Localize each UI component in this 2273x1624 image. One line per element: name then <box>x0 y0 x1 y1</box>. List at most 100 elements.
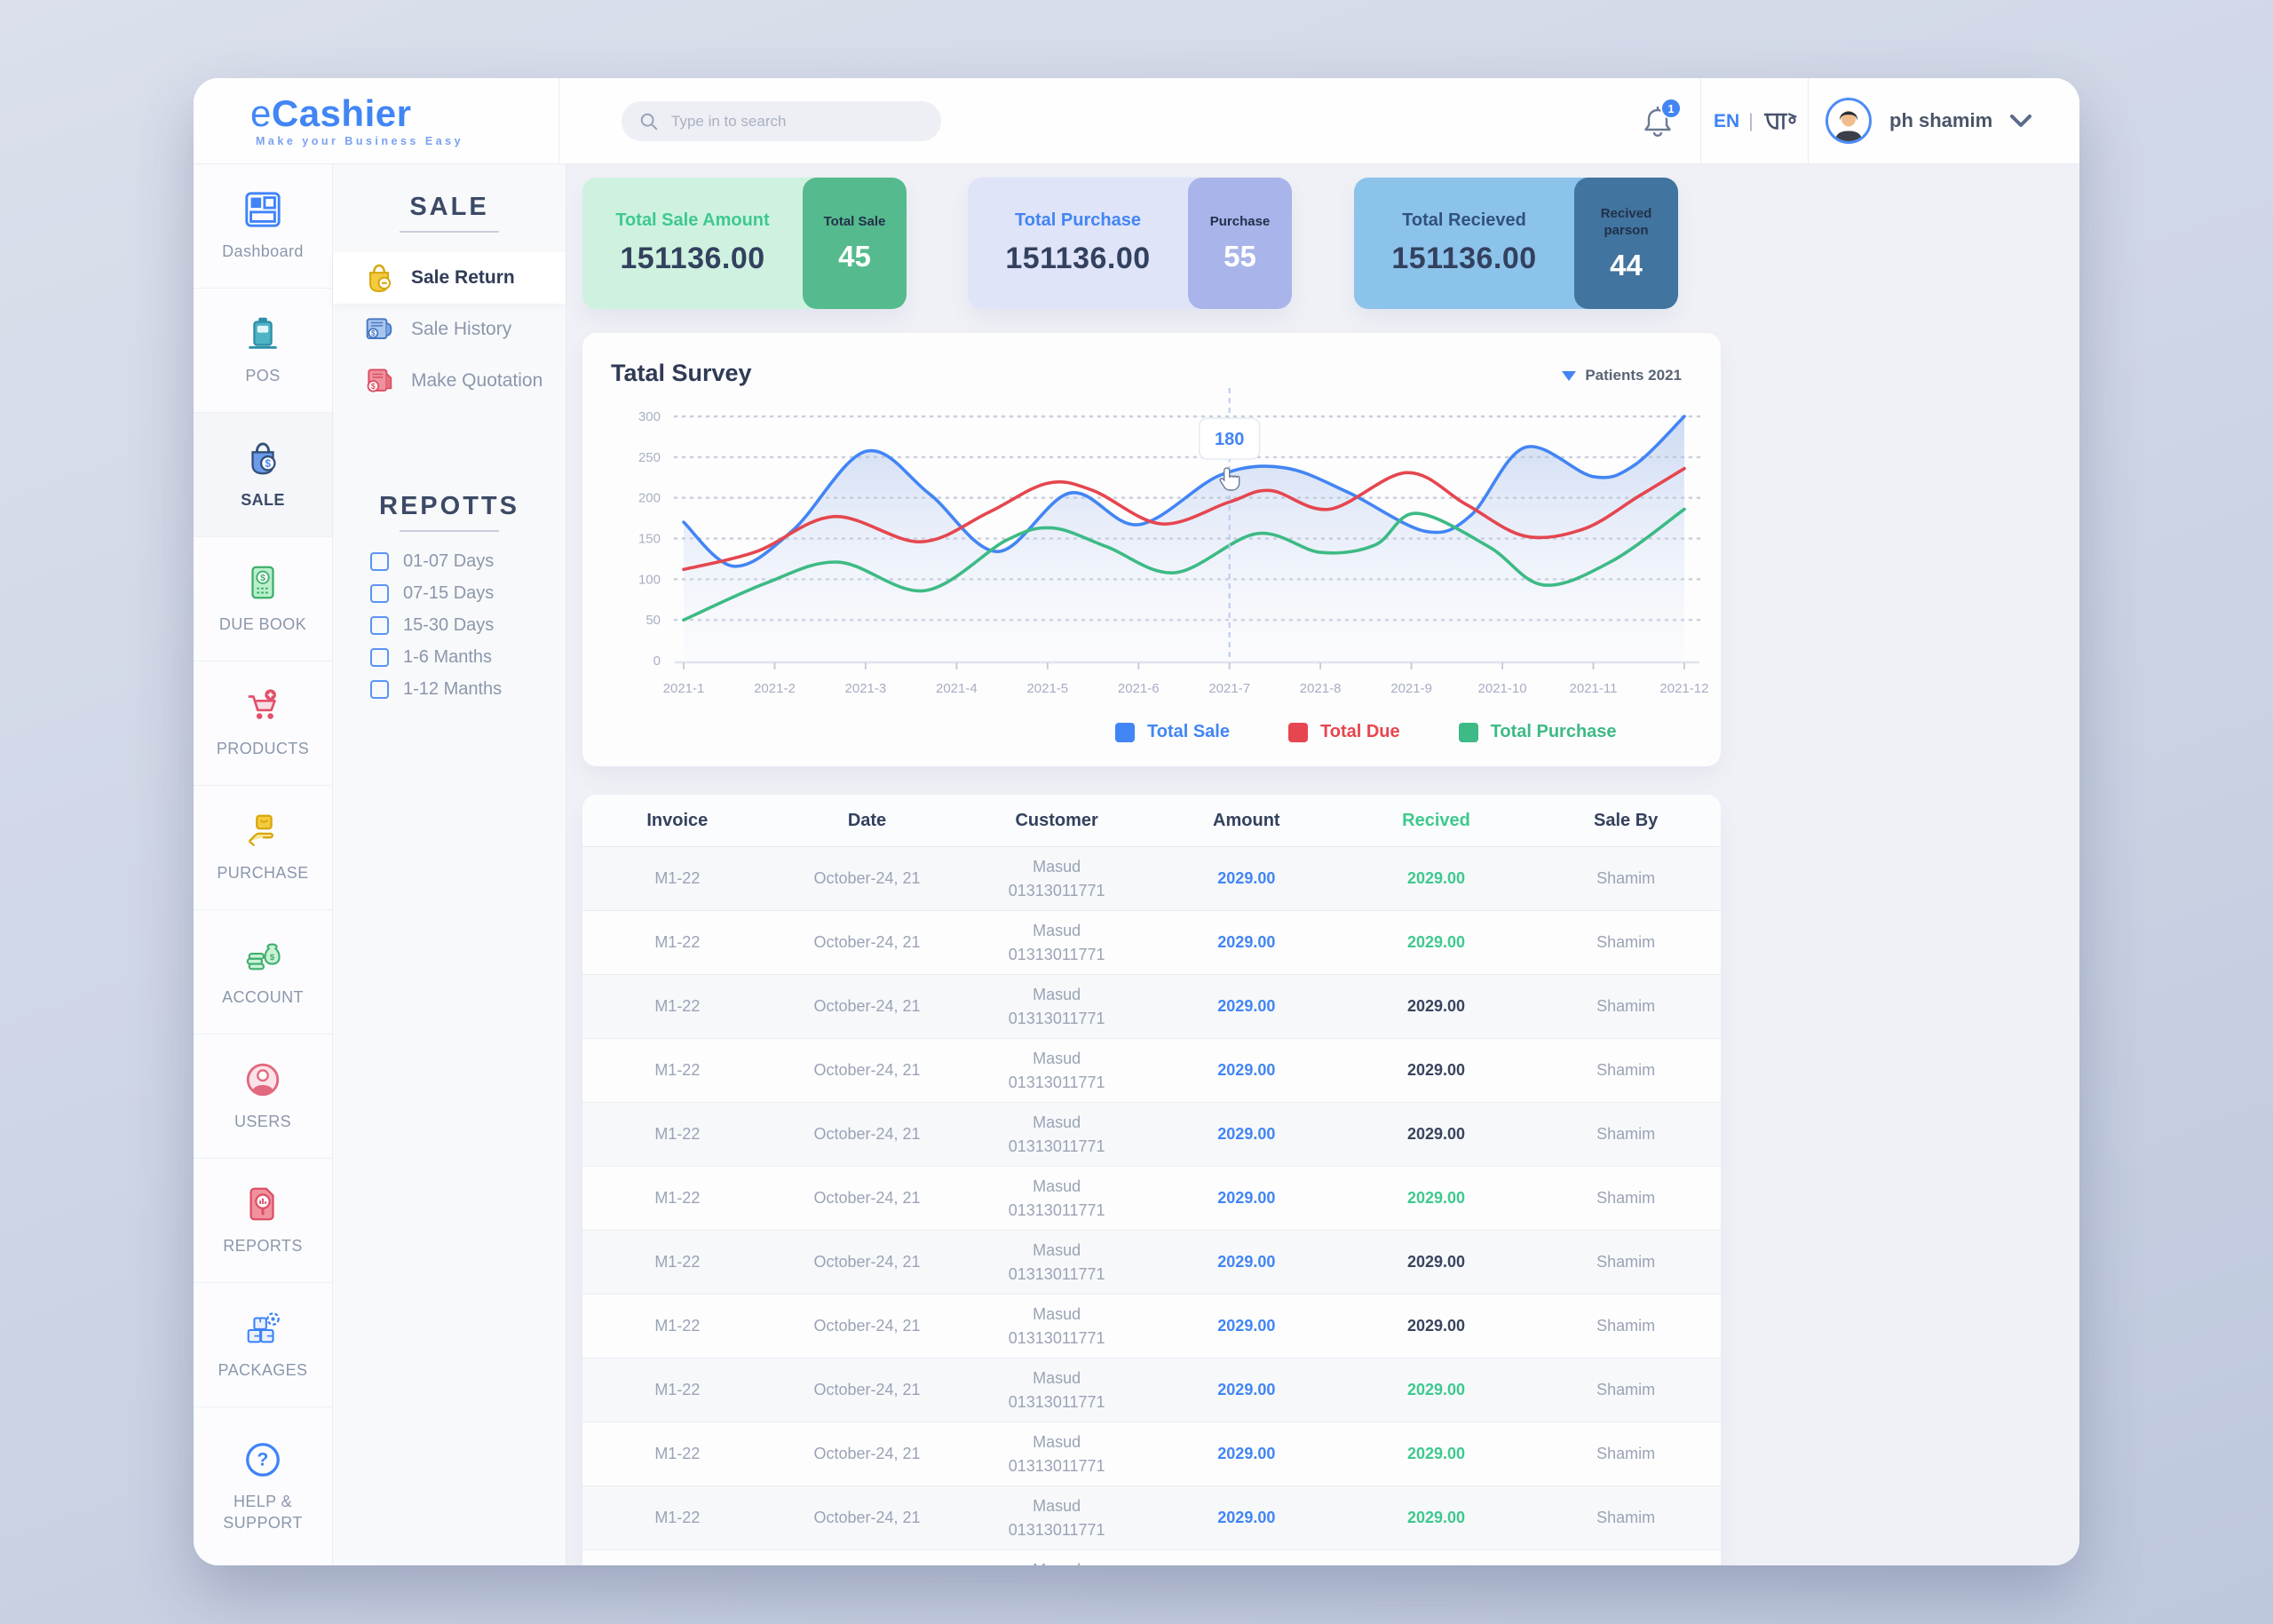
svg-text:2021-4: 2021-4 <box>936 681 978 696</box>
sub-item-sale-return[interactable]: Sale Return <box>333 252 566 304</box>
checkbox[interactable] <box>370 584 389 603</box>
stat-side-value: 55 <box>1224 239 1256 273</box>
svg-text:300: 300 <box>638 409 661 424</box>
cell-sale-by: Shamim <box>1596 933 1656 951</box>
cell-recived: 2029.00 <box>1406 1445 1466 1462</box>
checkbox[interactable] <box>370 648 389 667</box>
sidebar-item-dashboard[interactable]: Dashboard <box>194 164 332 289</box>
cell-date: October-24, 21 <box>813 997 921 1015</box>
sidebar-item-due-book[interactable]: $ DUE BOOK <box>194 537 332 661</box>
header: eCashier Make your Business Easy 1 EN | <box>194 78 2079 164</box>
filter-checkbox-row[interactable]: 15-30 Days <box>333 615 566 636</box>
header-divider <box>1808 78 1809 164</box>
filter-checkbox-row[interactable]: 01-07 Days <box>333 551 566 572</box>
sidebar-item-products[interactable]: PRODUCTS <box>194 661 332 786</box>
svg-text:2021-8: 2021-8 <box>1300 681 1342 696</box>
survey-line-chart[interactable]: 0 50 100 150 200 250 300 2021-1 2021-2 2021-3 2021… <box>582 333 1721 766</box>
sidebar-item-reports[interactable]: REPORTS <box>194 1159 332 1283</box>
filter-checkbox-row[interactable]: 1-6 Manths <box>333 647 566 668</box>
pos-terminal-icon <box>249 318 277 350</box>
sub-item-make-quotation[interactable]: $ Make Quotation <box>333 355 566 407</box>
sidebar-item-purchase[interactable]: PURCHASE <box>194 786 332 910</box>
cell-date: October-24, 21 <box>813 933 921 951</box>
app-logo[interactable]: eCashier <box>250 92 412 134</box>
stat-side-value: 45 <box>838 239 871 273</box>
sidebar-item-packages[interactable]: PACKAGES <box>194 1283 332 1407</box>
cell-amount: 2029.00 <box>1217 933 1276 951</box>
language-en[interactable]: EN <box>1714 111 1740 131</box>
stat-value: 151136.00 <box>620 242 765 275</box>
filter-checkbox-row[interactable]: 1-12 Manths <box>333 679 566 700</box>
survey-chart-card: Tatal Survey Patients 2021 0 50 100 150 200 2… <box>582 333 1721 766</box>
cell-date: October-24, 21 <box>813 1317 921 1335</box>
content-area: Total Sale Amount 151136.00 Total Sale 45 … <box>566 164 2079 1565</box>
cell-amount: 2029.00 <box>1217 1381 1276 1398</box>
svg-text:250: 250 <box>638 450 661 465</box>
notification-bell[interactable]: 1 <box>1641 98 1682 142</box>
svg-text:$: $ <box>270 953 275 963</box>
sidebar-item-account[interactable]: $ ACCOUNT <box>194 910 332 1034</box>
bangla-text-icon[interactable] <box>1762 108 1800 135</box>
language-switch[interactable]: EN | <box>1714 108 1800 135</box>
sidebar-item-users[interactable]: USERS <box>194 1034 332 1159</box>
cell-recived: 2029.00 <box>1406 1509 1466 1526</box>
divider <box>400 231 499 233</box>
sub-item-sale-history[interactable]: $ Sale History <box>333 304 566 355</box>
col-customer[interactable]: Customer <box>1015 810 1098 830</box>
avatar <box>1826 98 1872 144</box>
chart-filter-dropdown[interactable]: Patients 2021 <box>1562 367 1682 384</box>
cell-recived: 2029.00 <box>1406 1253 1466 1271</box>
sidebar-item-pos[interactable]: POS <box>194 289 332 413</box>
col-amount[interactable]: Amount <box>1213 810 1280 830</box>
legend-item: Total Due <box>1288 722 1400 742</box>
col-recived[interactable]: Recived <box>1402 810 1470 830</box>
col-sale-by[interactable]: Sale By <box>1594 810 1659 830</box>
sidebar-item-help-support[interactable]: ? HELP & SUPPORT <box>194 1407 332 1565</box>
col-date[interactable]: Date <box>847 810 887 830</box>
search-bar[interactable] <box>622 101 941 141</box>
cell-sale-by: Shamim <box>1596 1061 1656 1079</box>
reports-icon <box>249 1187 274 1221</box>
cell-invoice: M1-22 <box>654 1061 701 1079</box>
user-menu[interactable]: ph shamim <box>1826 98 2032 144</box>
svg-text:$: $ <box>371 329 376 337</box>
cell-sale-by: Shamim <box>1596 1253 1656 1271</box>
legend-item: Total Sale <box>1115 722 1230 742</box>
cell-date: October-24, 21 <box>813 1445 921 1462</box>
stat-card-total-recieved: Total Recieved 151136.00 Recived parson 44 <box>1354 178 1678 309</box>
cell-invoice: M1-22 <box>654 1253 701 1271</box>
cell-amount: 2029.00 <box>1217 1189 1276 1207</box>
cell-invoice: M1-22 <box>654 1125 701 1143</box>
chevron-down-icon[interactable] <box>2010 114 2032 128</box>
svg-text:2021-7: 2021-7 <box>1208 681 1250 696</box>
cell-amount: 2029.00 <box>1217 869 1276 887</box>
search-input[interactable] <box>671 112 920 131</box>
col-invoice[interactable]: Invoice <box>646 810 709 830</box>
checkbox[interactable] <box>370 680 389 699</box>
checkbox[interactable] <box>370 616 389 635</box>
sidebar-item-sale[interactable]: $ SALE <box>194 413 332 537</box>
table-header-row: Invoice Date Customer Amount Recived Sal… <box>582 795 1721 846</box>
svg-text:2021-2: 2021-2 <box>754 681 796 696</box>
checkbox[interactable] <box>370 552 389 571</box>
filter-checkbox-row[interactable]: 07-15 Days <box>333 583 566 604</box>
stat-side-label: Purchase <box>1209 214 1271 230</box>
